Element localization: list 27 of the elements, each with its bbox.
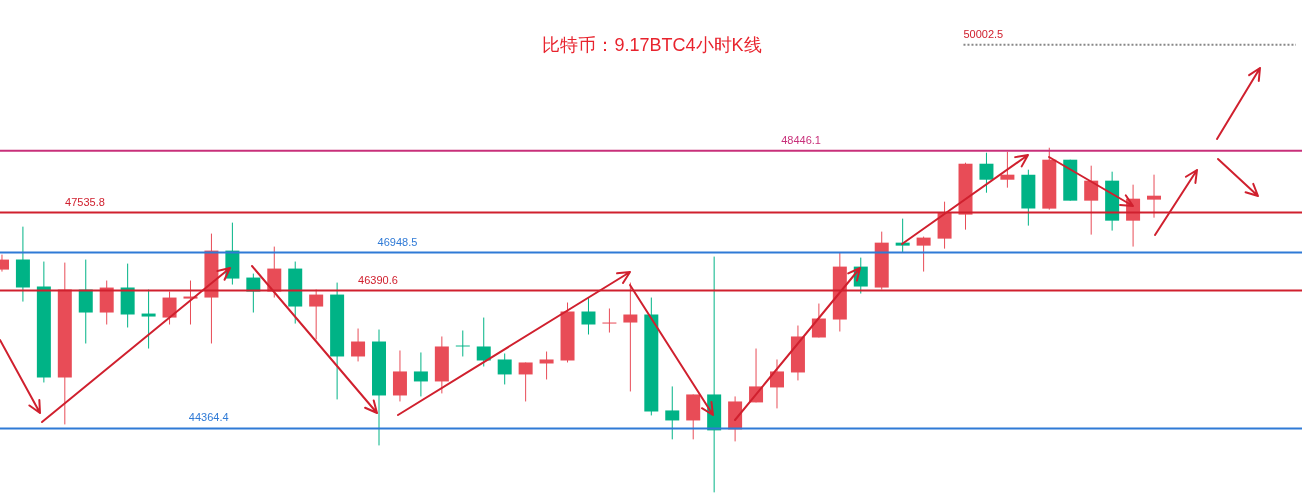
candlestick xyxy=(769,358,784,409)
ref-line-label: 47535.8 xyxy=(65,195,105,208)
ref-line-label: 48446.1 xyxy=(781,133,821,146)
ref-line-label: 44364.4 xyxy=(188,411,229,424)
candlestick xyxy=(78,259,93,344)
candlestick xyxy=(1084,165,1099,236)
candlestick xyxy=(518,361,533,402)
candlestick xyxy=(141,289,156,350)
ref-line-label: 46390.6 xyxy=(358,273,398,286)
candlestick xyxy=(476,317,491,367)
candlestick xyxy=(1147,174,1162,219)
candlestick xyxy=(309,289,324,340)
ref-line-label: 50002.5 xyxy=(963,27,1004,40)
candlestick xyxy=(497,352,512,385)
candlestick xyxy=(539,351,554,380)
ref-line-label: 46948.5 xyxy=(377,235,418,248)
candlestick xyxy=(623,282,638,392)
text: 比特币：9.17BTC4小时K线 xyxy=(542,35,762,55)
candlestick xyxy=(979,152,994,194)
candlestick xyxy=(602,308,617,334)
candlestick xyxy=(413,351,428,397)
candlestick xyxy=(581,297,596,335)
candlestick xyxy=(665,385,680,440)
candlestick xyxy=(1000,151,1015,189)
candlestick xyxy=(162,291,177,325)
candlestick xyxy=(351,328,366,362)
candlestick xyxy=(916,236,931,273)
